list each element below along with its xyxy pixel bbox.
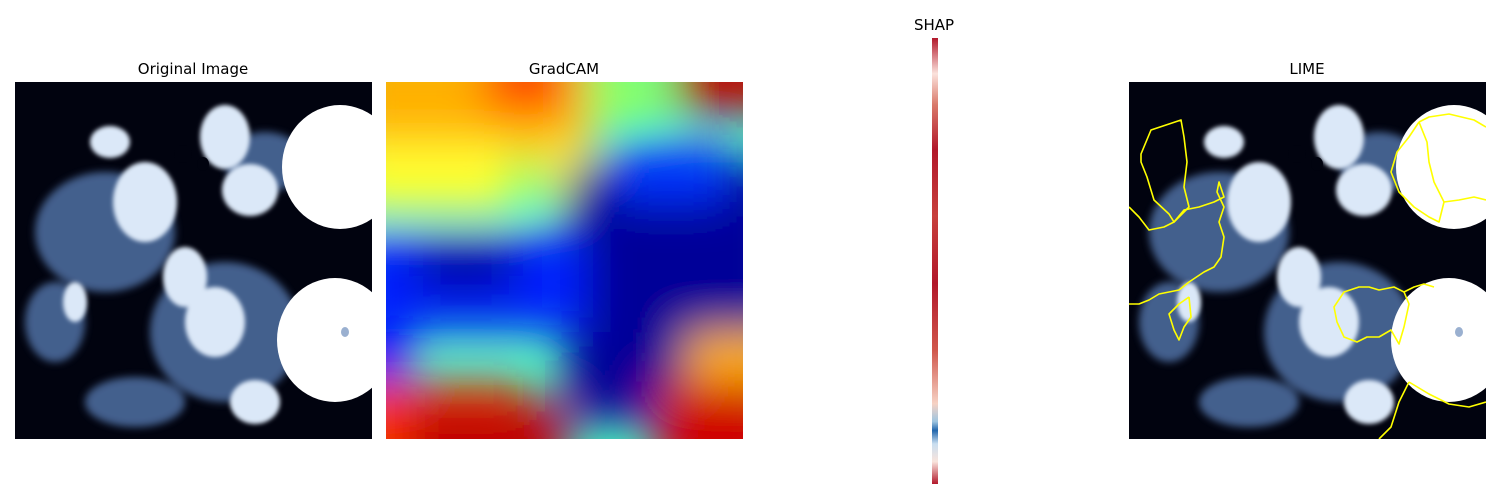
shap-heatmap	[932, 38, 938, 484]
original-image	[15, 82, 372, 439]
gradcam-title: GradCAM	[528, 60, 600, 78]
lime-overlay	[1129, 82, 1486, 439]
shap-title: SHAP	[913, 16, 955, 34]
lime-title: LIME	[1289, 60, 1325, 78]
gradcam-heatmap	[386, 82, 743, 439]
original-image-title: Original Image	[137, 60, 249, 78]
